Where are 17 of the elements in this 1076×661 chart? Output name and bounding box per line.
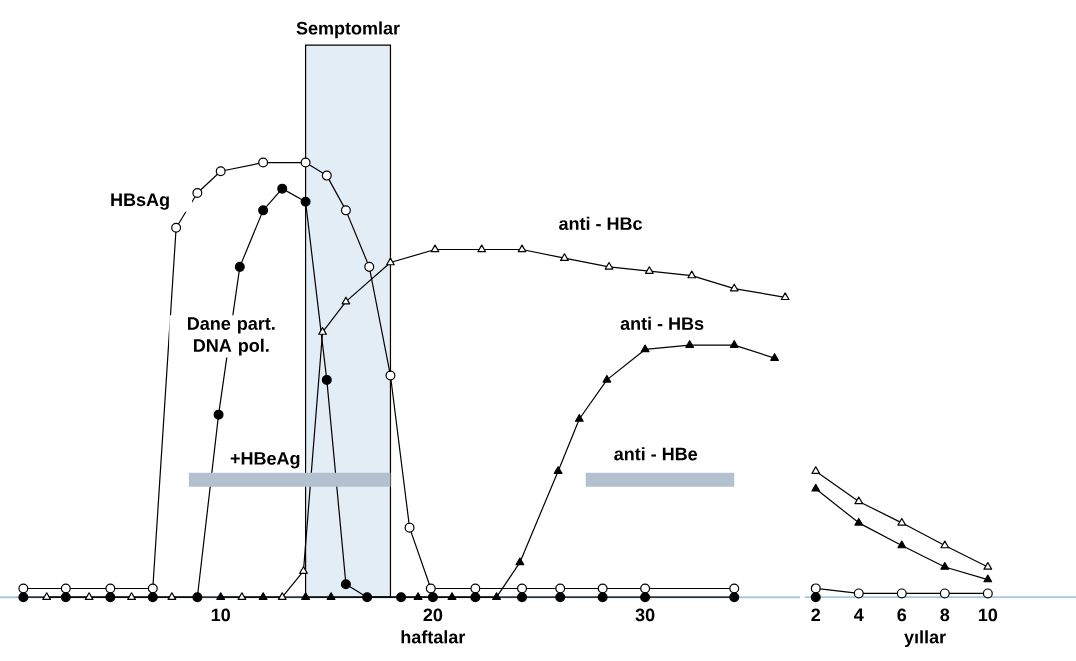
x-tick-label: 4 [854, 608, 864, 621]
series-label: Dane part. DNA pol. [187, 317, 275, 356]
x-tick-label: 2 [811, 608, 821, 622]
series-label: anti - HBs [620, 316, 704, 330]
x-tick-label: 20 [423, 608, 443, 622]
x-axis-title: yıllar [904, 630, 946, 648]
x-tick-label: 30 [635, 608, 655, 622]
x-axis-title: haftalar [401, 630, 466, 644]
series-label: anti - HBc [559, 216, 642, 231]
x-tick-label: 10 [211, 608, 230, 622]
series-label: HBsAg [111, 193, 169, 210]
series-label: anti - HBe [614, 447, 698, 461]
band-label: Semptomlar [296, 21, 400, 39]
x-tick-label: 10 [978, 608, 998, 622]
series-label: +HBeAg [230, 452, 300, 469]
x-tick-label: 6 [897, 608, 907, 622]
x-tick-label: 8 [940, 608, 950, 622]
